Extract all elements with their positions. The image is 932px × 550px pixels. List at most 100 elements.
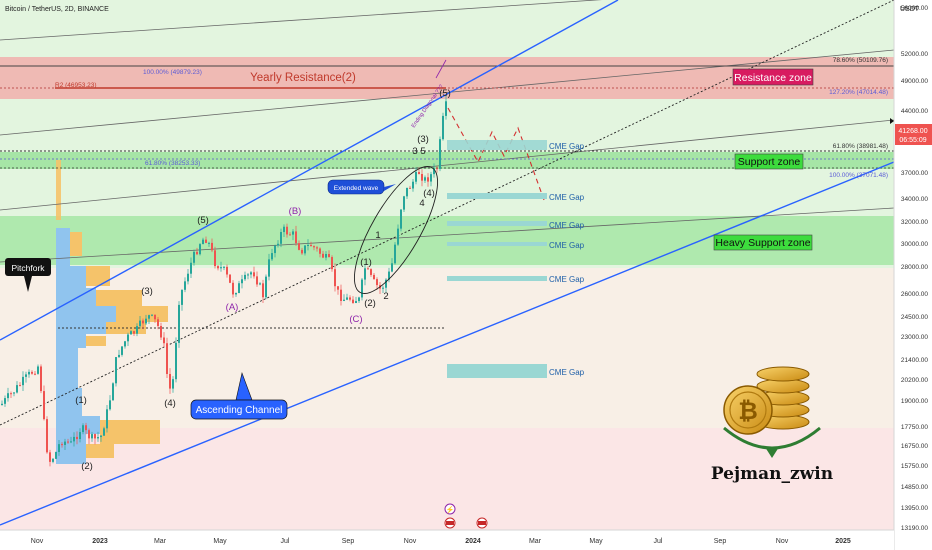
time-axis[interactable] xyxy=(0,530,894,550)
candle xyxy=(67,438,69,444)
candles xyxy=(1,95,447,467)
candle xyxy=(61,442,63,448)
time-tick-label: Sep xyxy=(714,538,727,545)
last-price-countdown: 06:55:09 xyxy=(899,137,926,144)
candle xyxy=(397,224,399,246)
candle xyxy=(112,382,114,401)
candle xyxy=(289,232,291,236)
candle xyxy=(91,431,93,442)
candle xyxy=(148,314,150,324)
cme-gap-box-5 xyxy=(447,276,547,281)
candle xyxy=(118,349,120,358)
candle xyxy=(49,449,51,467)
wave-s35-label: 3 5 xyxy=(412,146,425,157)
wave-c-label: (C) xyxy=(349,314,362,325)
price-tick-label: 44000.00 xyxy=(901,108,928,115)
candle xyxy=(55,451,57,460)
candle xyxy=(103,426,105,436)
wave-s1-label: 1 xyxy=(375,230,380,241)
channel-bottom-line xyxy=(0,161,894,526)
candle xyxy=(229,274,231,284)
price-tick-label: 14850.00 xyxy=(901,484,928,491)
candle xyxy=(382,285,384,294)
price-tick-label: 15750.00 xyxy=(901,463,928,470)
price-tick-label: 21400.00 xyxy=(901,357,928,364)
candle xyxy=(106,405,108,433)
candle xyxy=(157,316,159,330)
fib-618-right-label: 61.80% (38981.48) xyxy=(833,143,888,150)
candle xyxy=(190,257,192,279)
candle xyxy=(385,278,387,293)
extended-wave-label: Extended wave xyxy=(334,185,379,192)
candle xyxy=(313,245,315,251)
cme-gap-label-4: CME Gap xyxy=(549,241,585,250)
ascending-channel-label: Ascending Channel xyxy=(196,405,283,416)
candle xyxy=(262,279,264,304)
fib-786-label: 78.60% (50109.76) xyxy=(833,57,888,64)
candle xyxy=(193,249,195,266)
candle xyxy=(388,267,390,283)
price-tick-label: 24500.00 xyxy=(901,314,928,321)
candle xyxy=(253,266,255,279)
candle xyxy=(421,169,423,187)
candle xyxy=(52,458,54,464)
candle xyxy=(391,258,393,273)
cme-gap-box-3 xyxy=(447,221,547,226)
candle xyxy=(328,250,330,258)
candle xyxy=(403,195,405,212)
pitchfork-label: Pitchfork xyxy=(11,263,45,273)
candle xyxy=(427,173,429,187)
wave-n1-label: (1) xyxy=(360,257,372,268)
candle xyxy=(40,364,42,394)
wave-s4-label: 4 xyxy=(419,198,424,209)
candle xyxy=(202,237,204,245)
candle xyxy=(214,246,216,269)
fib-r2-label: R2 (46953.23) xyxy=(55,82,97,89)
candle xyxy=(142,318,144,329)
candle xyxy=(34,371,36,376)
lightning-event-icon[interactable] xyxy=(444,503,456,515)
candle xyxy=(259,282,261,286)
candle xyxy=(115,356,117,387)
price-axis[interactable] xyxy=(894,0,932,550)
wave-1-label: (1) xyxy=(75,395,87,406)
candle xyxy=(295,225,297,246)
resistance-zone-label: Resistance zone xyxy=(734,72,812,84)
candle xyxy=(184,277,186,293)
candle xyxy=(409,185,411,189)
candle xyxy=(265,274,267,300)
channel-top-line xyxy=(0,0,619,341)
candle xyxy=(124,340,126,349)
candle xyxy=(442,112,444,141)
candle xyxy=(199,243,201,256)
candle xyxy=(358,296,360,304)
candle xyxy=(226,264,228,278)
symbol-title: Bitcoin / TetherUS, 2D, BINANCE xyxy=(5,6,109,13)
candle xyxy=(292,229,294,241)
candle xyxy=(361,278,363,301)
candle xyxy=(316,245,318,252)
candle xyxy=(412,179,414,192)
candle xyxy=(436,166,438,173)
price-tick-label: 49000.00 xyxy=(901,78,928,85)
candle xyxy=(400,208,402,232)
price-tick-label: 52000.00 xyxy=(901,51,928,58)
candle xyxy=(31,370,33,375)
candle xyxy=(319,247,321,258)
candle xyxy=(85,422,87,435)
wave-5-label: (5) xyxy=(197,215,209,226)
candle xyxy=(154,314,156,323)
price-tick-label: 13950.00 xyxy=(901,505,928,512)
candle xyxy=(364,265,366,286)
candle xyxy=(280,228,282,248)
candle xyxy=(349,295,351,302)
wave-a-label: (A) xyxy=(226,302,239,313)
candle xyxy=(166,337,168,379)
time-tick-label: 2023 xyxy=(92,538,108,545)
candle xyxy=(298,240,300,251)
price-tick-label: 32000.00 xyxy=(901,219,928,226)
candle xyxy=(13,392,15,397)
wave-n4-label: (4) xyxy=(423,188,435,199)
candle xyxy=(37,364,39,375)
